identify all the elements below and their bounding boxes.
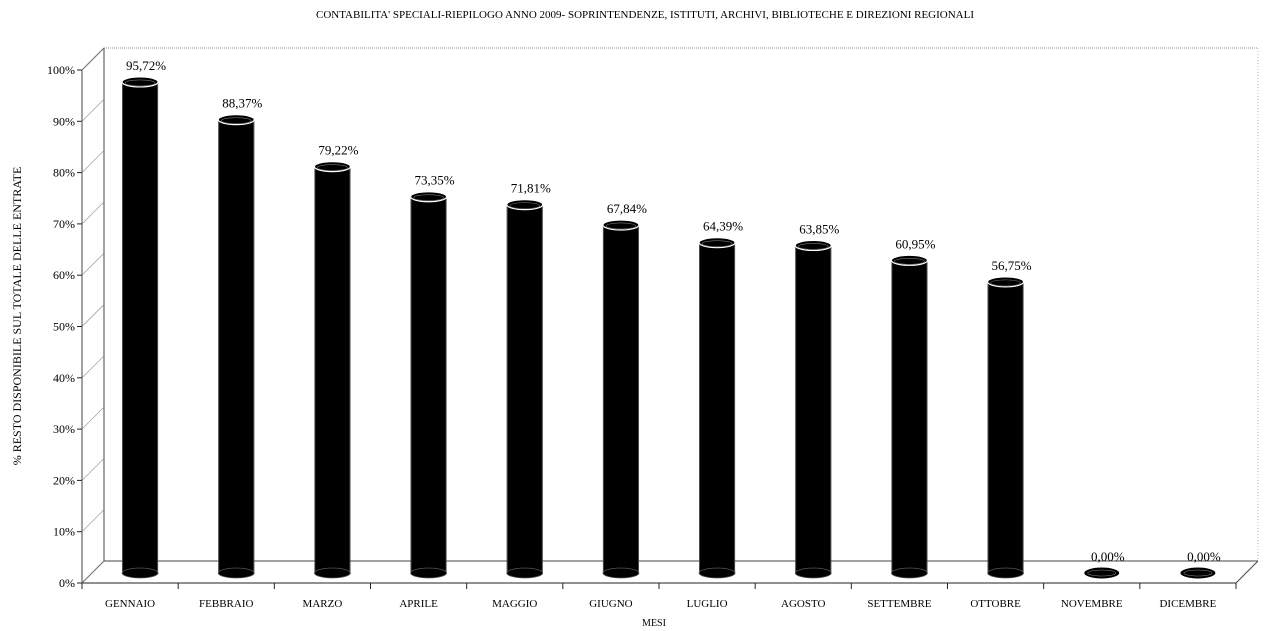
y-tick-label: 60% [53, 268, 75, 282]
bar-maggio: 71,81% [506, 181, 551, 579]
bar-body [891, 260, 928, 573]
data-label: 88,37% [222, 96, 262, 111]
bar-febbraio: 88,37% [217, 96, 262, 579]
x-tick-label: FEBBRAIO [199, 598, 253, 610]
bar-dicembre: 0,00% [1179, 549, 1221, 580]
bar-giugno: 67,84% [602, 201, 647, 579]
y-tick-label: 20% [53, 473, 75, 487]
y-tick-diag [81, 355, 105, 379]
y-tick-label: 10% [53, 525, 75, 539]
bar-body [122, 81, 159, 574]
y-tick-label: 0% [59, 576, 75, 590]
data-label: 73,35% [415, 173, 455, 188]
x-tick-label: OTTOBRE [970, 598, 1021, 610]
y-tick-label: 30% [53, 422, 75, 436]
data-label: 79,22% [318, 143, 358, 158]
data-label: 63,85% [799, 221, 839, 236]
bar-body [506, 204, 543, 574]
y-tick-label: 90% [53, 114, 75, 128]
y-tick-diag [81, 304, 105, 327]
data-label: 64,39% [703, 219, 743, 234]
bar-aprile: 73,35% [409, 173, 455, 579]
bar-gennaio: 95,72% [121, 58, 166, 579]
x-tick-label: MAGGIO [492, 598, 537, 610]
chart-frame [81, 47, 1259, 584]
y-tick-label: 70% [53, 217, 75, 231]
bar-settembre: 60,95% [890, 236, 936, 579]
x-tick-label: GIUGNO [589, 598, 632, 610]
data-label: 67,84% [607, 201, 647, 216]
x-axis-title: MESI [642, 618, 666, 629]
y-tick-label: 100% [47, 63, 75, 77]
bar-bottom-cap [217, 567, 255, 579]
y-tick-label: 80% [53, 166, 75, 180]
bar-body [602, 224, 639, 573]
bar-bottom-cap [987, 567, 1024, 579]
y-tick-label: 40% [53, 371, 75, 385]
x-tick-label: APRILE [399, 598, 438, 610]
chart-title: CONTABILITA' SPECIALI-RIEPILOGO ANNO 200… [316, 9, 974, 21]
data-label: 0,00% [1187, 549, 1221, 564]
y-tick-diag [81, 406, 105, 430]
bars: 95,72% 88,37% 79,22% 73,35% 71,81% 67,84% 64,3… [121, 58, 1221, 580]
y-axis-ticks: 0% 10% 20% 30% 40% 50% 60% 70% 80% 90% 100% [47, 47, 105, 590]
bar-bottom-cap [891, 567, 928, 579]
y-tick-diag [81, 201, 105, 225]
bar-bottom-cap [314, 567, 351, 579]
bar-body [410, 196, 447, 574]
data-label: 60,95% [895, 236, 935, 251]
bar-body [987, 281, 1024, 573]
x-tick-label: MARZO [303, 598, 343, 610]
bar-bottom-cap [602, 567, 640, 579]
y-tick-diag [81, 509, 105, 532]
y-tick-diag [81, 560, 105, 584]
bar-luglio: 64,39% [698, 219, 743, 579]
bar-marzo: 79,22% [313, 143, 359, 579]
y-tick-label: 50% [53, 320, 75, 334]
y-axis-title: % RESTO DISPONIBILE SUL TOTALE DELLE ENT… [10, 167, 24, 466]
x-tick-label: LUGLIO [687, 598, 728, 610]
x-tick-label: NOVEMBRE [1061, 598, 1123, 610]
bar-bottom-cap [121, 567, 159, 579]
bar-bottom-cap [794, 567, 832, 579]
bar-body [314, 166, 351, 574]
x-tick-label: AGOSTO [781, 598, 825, 610]
x-tick-label: SETTEMBRE [867, 598, 931, 610]
x-tick-label: GENNAIO [105, 598, 155, 610]
data-label: 95,72% [126, 58, 166, 73]
y-tick-diag [81, 99, 105, 122]
bar-body [795, 245, 832, 573]
y-tick-diag [81, 458, 105, 481]
bar-body [699, 242, 736, 573]
x-axis-categories: GENNAIO FEBBRAIO MARZO APRILE MAGGIO GIUGNO LU… [81, 583, 1237, 610]
y-tick-diag [81, 47, 105, 71]
bar-novembre: 0,00% [1083, 549, 1125, 580]
bar-bottom-cap [506, 567, 544, 579]
bar-ottobre: 56,75% [986, 258, 1032, 579]
x-tick-label: DICEMBRE [1159, 598, 1216, 610]
bar-agosto: 63,85% [794, 221, 839, 579]
bar-bottom-cap [410, 567, 447, 579]
y-tick-diag [81, 252, 105, 276]
y-tick-diag [81, 150, 105, 173]
data-label: 71,81% [511, 181, 551, 196]
data-label: 0,00% [1091, 549, 1125, 564]
data-label: 56,75% [992, 258, 1032, 273]
bar-body [218, 119, 255, 574]
bar-bottom-cap [698, 567, 736, 579]
